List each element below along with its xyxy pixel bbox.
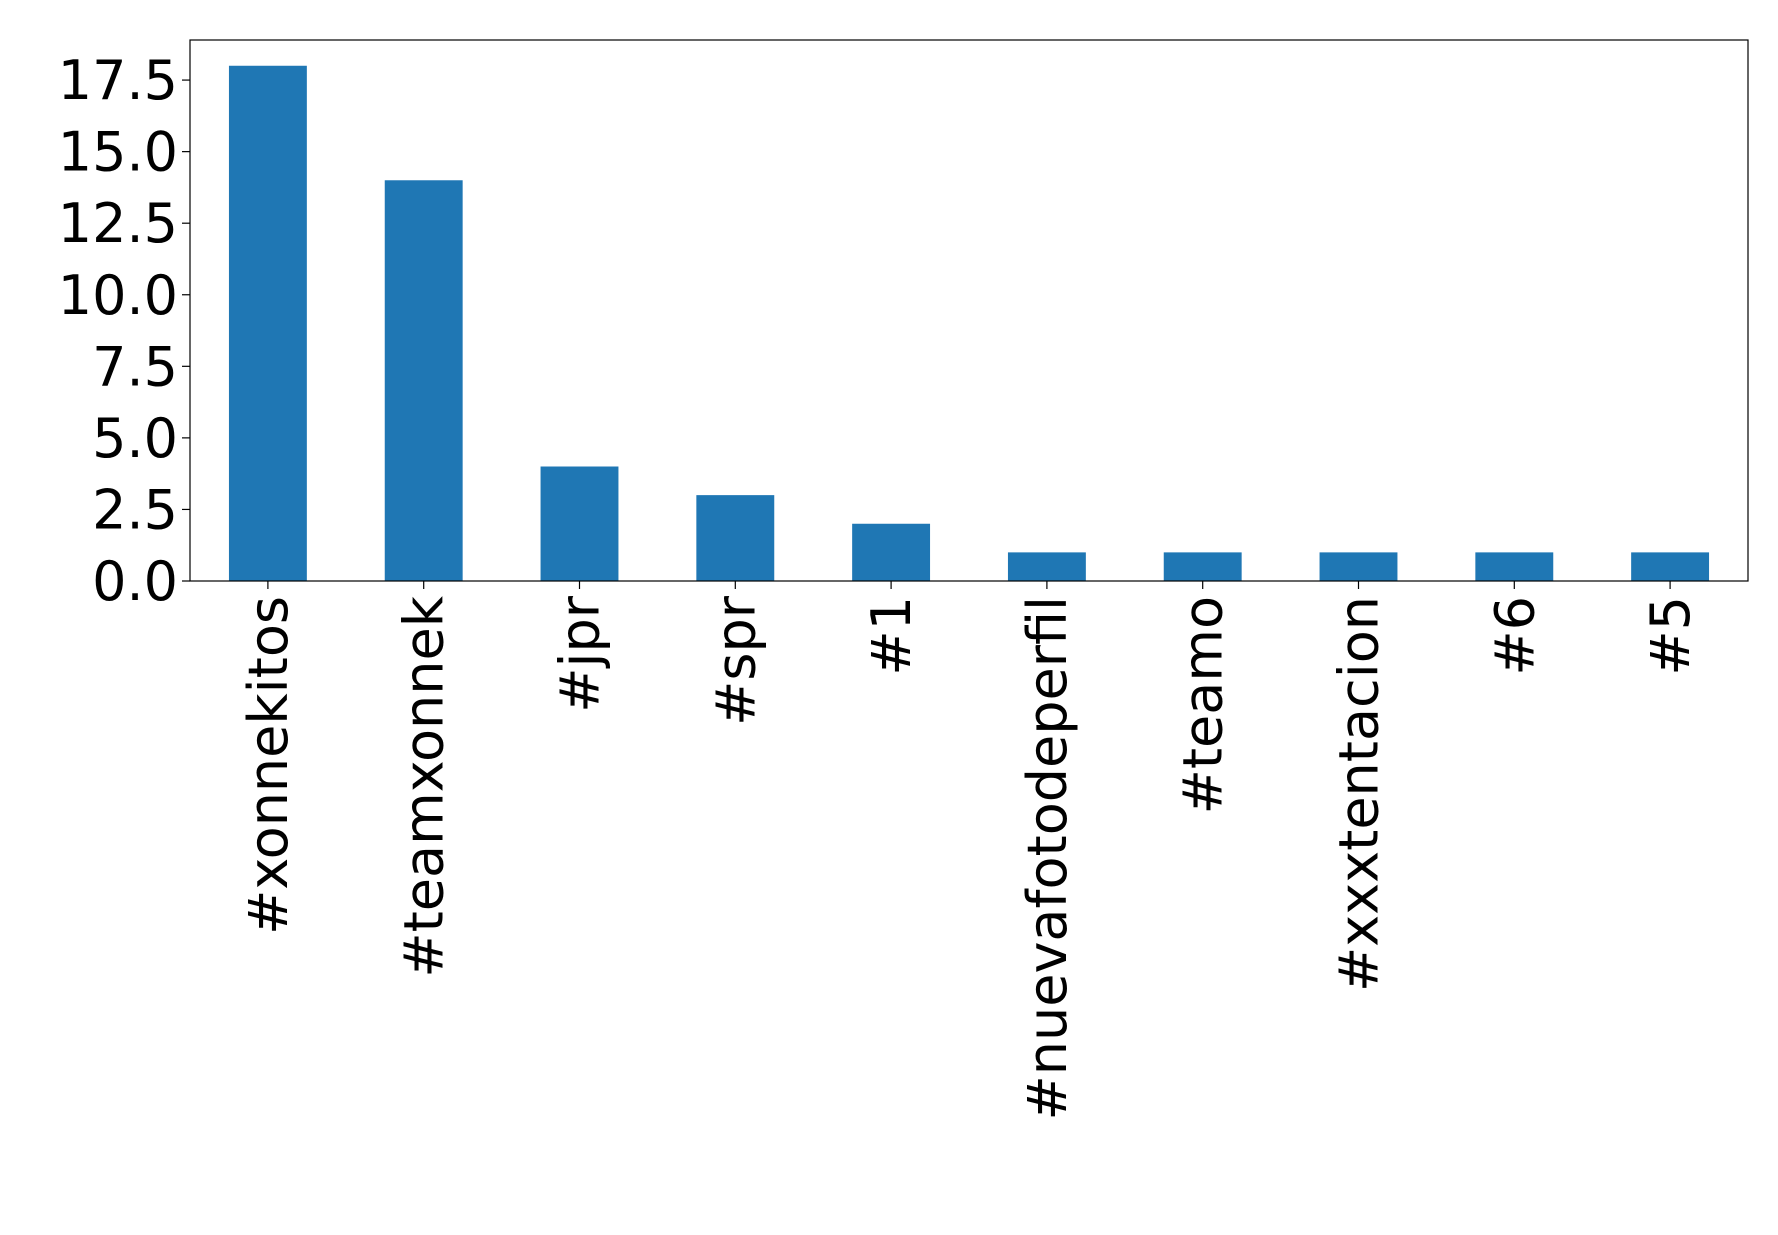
y-tick-label: 12.5: [58, 192, 178, 255]
y-tick-label: 0.0: [92, 550, 178, 613]
bar: [696, 495, 775, 581]
x-tick-label: #xxxtentacion: [1328, 596, 1391, 992]
bar: [228, 65, 307, 581]
y-tick-label: 15.0: [58, 121, 178, 184]
y-axis: 0.0 2.5 5.0 7.5 10.0 12.5 15.0 17.5: [58, 49, 190, 613]
bar: [1007, 552, 1086, 581]
bar: [1163, 552, 1242, 581]
bar: [1631, 552, 1710, 581]
axes-frame: [189, 39, 1749, 582]
x-tick-label: #6: [1483, 596, 1546, 676]
x-tick-label: #5: [1639, 596, 1702, 676]
y-tick-label: 5.0: [92, 407, 178, 470]
x-tick-label: #1: [860, 596, 923, 676]
y-tick-label: 7.5: [92, 335, 178, 398]
y-tick-label: 17.5: [58, 49, 178, 112]
bar: [1319, 552, 1398, 581]
y-tick-label: 2.5: [92, 478, 178, 541]
bar: [384, 180, 463, 581]
bar: [852, 523, 931, 581]
x-axis: #xonnekitos #teamxonnek #jpr #spr #1 #nuevafo…: [237, 581, 1702, 1120]
x-tick-label: #teamo: [1172, 596, 1235, 814]
bar: [540, 466, 619, 581]
x-tick-label: #teamxonnek: [393, 595, 456, 977]
y-tick-label: 10.0: [58, 264, 178, 327]
x-tick-label: #spr: [704, 595, 767, 726]
x-tick-label: #nuevafotodeperfil: [1016, 596, 1079, 1120]
bar: [1475, 552, 1554, 581]
x-tick-label: #jpr: [549, 595, 612, 713]
x-tick-label: #xonnekitos: [237, 596, 300, 935]
bars: [228, 65, 1710, 581]
